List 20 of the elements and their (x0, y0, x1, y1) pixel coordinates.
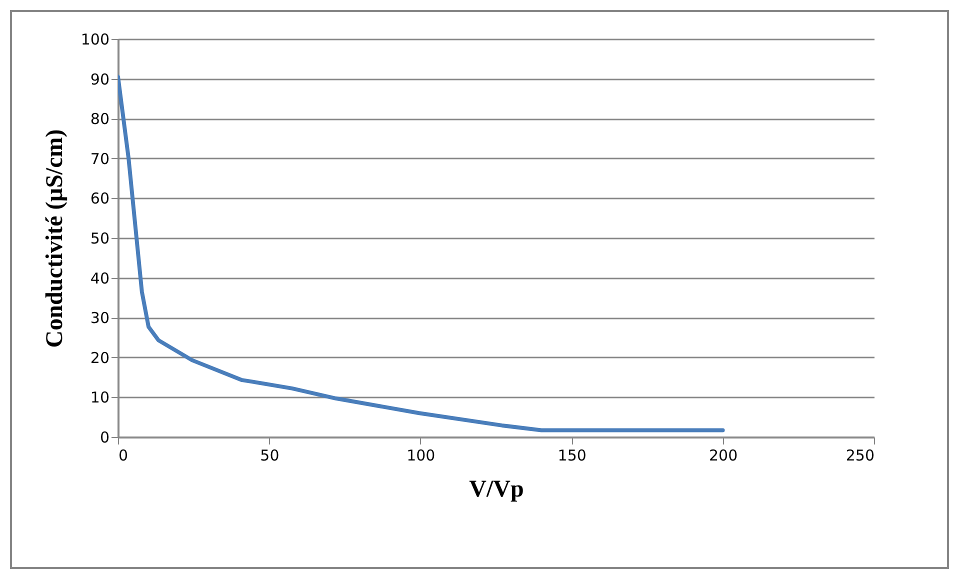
y-tick-label: 80 (90, 110, 110, 128)
x-tick-label: 50 (260, 446, 280, 464)
y-tick-label: 30 (90, 309, 110, 328)
x-tick-label: 150 (558, 446, 586, 464)
y-tick-label: 100 (80, 30, 110, 48)
x-axis-title: V/Vp (469, 476, 524, 502)
x-tick-label: 100 (406, 446, 436, 464)
y-tick-label: 70 (90, 150, 110, 168)
y-tick-label: 90 (90, 70, 110, 88)
y-tick-label: 40 (90, 269, 110, 288)
y-tick-label: 0 (100, 428, 110, 446)
y-axis-title: Conductivité (µS/cm) (42, 129, 68, 348)
y-tick-label: 20 (90, 348, 110, 367)
x-tick-label: 0 (118, 446, 128, 464)
y-tick-label: 60 (90, 190, 110, 208)
y-tick-label: 50 (90, 230, 110, 248)
x-tick-label: 200 (708, 446, 738, 464)
y-tick-label: 10 (90, 388, 110, 407)
x-tick-label: 250 (846, 446, 874, 464)
line-series (118, 74, 725, 432)
